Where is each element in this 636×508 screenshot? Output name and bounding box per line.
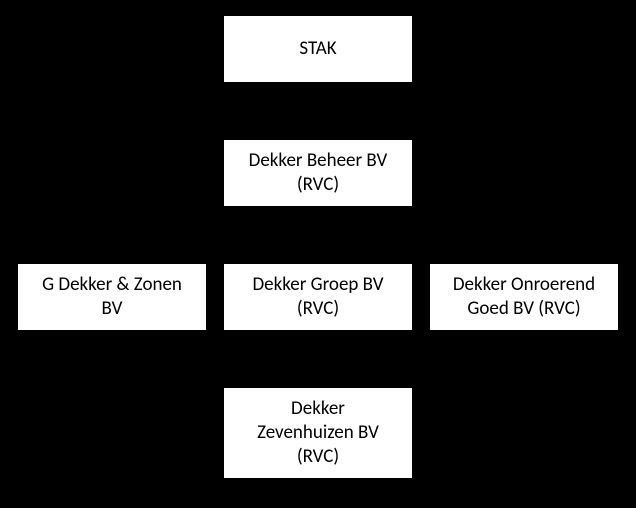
node-groep-line1: Dekker Groep BV [252, 273, 383, 297]
node-groep: Dekker Groep BV (RVC) [222, 262, 414, 332]
node-onroerend: Dekker Onroerend Goed BV (RVC) [428, 262, 620, 332]
node-onroerend-line2: Goed BV (RVC) [467, 297, 580, 321]
node-zevenhuizen-line1: Dekker [291, 397, 345, 421]
node-beheer-line1: Dekker Beheer BV [249, 149, 388, 173]
node-beheer: Dekker Beheer BV (RVC) [222, 138, 414, 208]
node-gzonen: G Dekker & Zonen BV [16, 262, 208, 332]
node-zevenhuizen-line2: Zevenhuizen BV [257, 421, 379, 445]
node-stak-line1: STAK [299, 37, 336, 61]
node-gzonen-line1: G Dekker & Zonen [42, 273, 182, 297]
node-beheer-line2: (RVC) [297, 173, 339, 197]
node-onroerend-line1: Dekker Onroerend [453, 273, 595, 297]
node-groep-line2: (RVC) [297, 297, 339, 321]
node-gzonen-line2: BV [102, 297, 123, 321]
node-zevenhuizen-line3: (RVC) [297, 445, 339, 469]
node-stak: STAK [222, 14, 414, 84]
node-zevenhuizen: Dekker Zevenhuizen BV (RVC) [222, 386, 414, 480]
